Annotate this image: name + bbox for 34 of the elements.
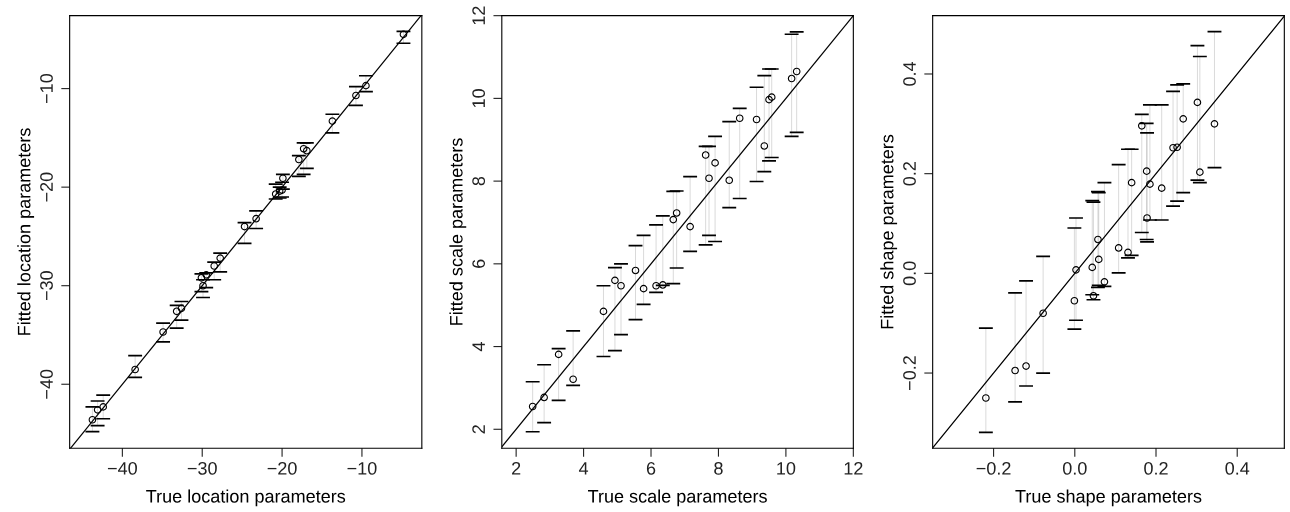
x-tick-label: 0.0 — [1062, 461, 1087, 475]
y-tick-label: 0.4 — [903, 61, 916, 86]
y-axis-title: Fitted location parameters — [17, 128, 35, 335]
x-tick-label: 6 — [646, 461, 656, 475]
x-tick-label: 0.4 — [1225, 461, 1250, 475]
x-tick-label: 4 — [578, 462, 589, 475]
y-axis-title: Fitted scale parameters — [449, 138, 467, 325]
x-tick-label: 8 — [714, 461, 723, 475]
y-tick-label: 6 — [472, 259, 486, 268]
x-tick-label: −30 — [187, 461, 217, 475]
x-tick-label: 10 — [777, 461, 796, 475]
x-tick-label: −0.2 — [976, 461, 1011, 475]
x-axis-title: True shape parameters — [1015, 489, 1202, 507]
x-tick-label: −20 — [267, 461, 297, 475]
x-tick-label: 0.2 — [1144, 461, 1168, 475]
x-tick-label: 2 — [512, 461, 521, 475]
y-tick-label: −10 — [40, 73, 53, 104]
x-axis-title: True scale parameters — [588, 489, 767, 507]
y-tick-label: −40 — [40, 369, 53, 399]
y-tick-label: 2 — [472, 425, 485, 434]
y-tick-label: −30 — [40, 271, 53, 301]
x-axis-title: True location parameters — [146, 489, 346, 507]
y-tick-label: 0.2 — [903, 162, 916, 186]
y-axis-title: Fitted shape parameters — [880, 134, 898, 329]
y-tick-label: −0.2 — [903, 356, 916, 390]
x-tick-label: 12 — [844, 461, 863, 475]
y-tick-label: 4 — [472, 342, 485, 352]
y-tick-label: 12 — [472, 6, 485, 25]
x-tick-label: −40 — [107, 461, 137, 475]
x-tick-label: −10 — [347, 461, 377, 475]
y-tick-label: 10 — [472, 89, 486, 108]
y-tick-label: 8 — [472, 176, 486, 186]
y-tick-label: 0.0 — [903, 261, 916, 286]
y-tick-label: −20 — [40, 172, 53, 202]
